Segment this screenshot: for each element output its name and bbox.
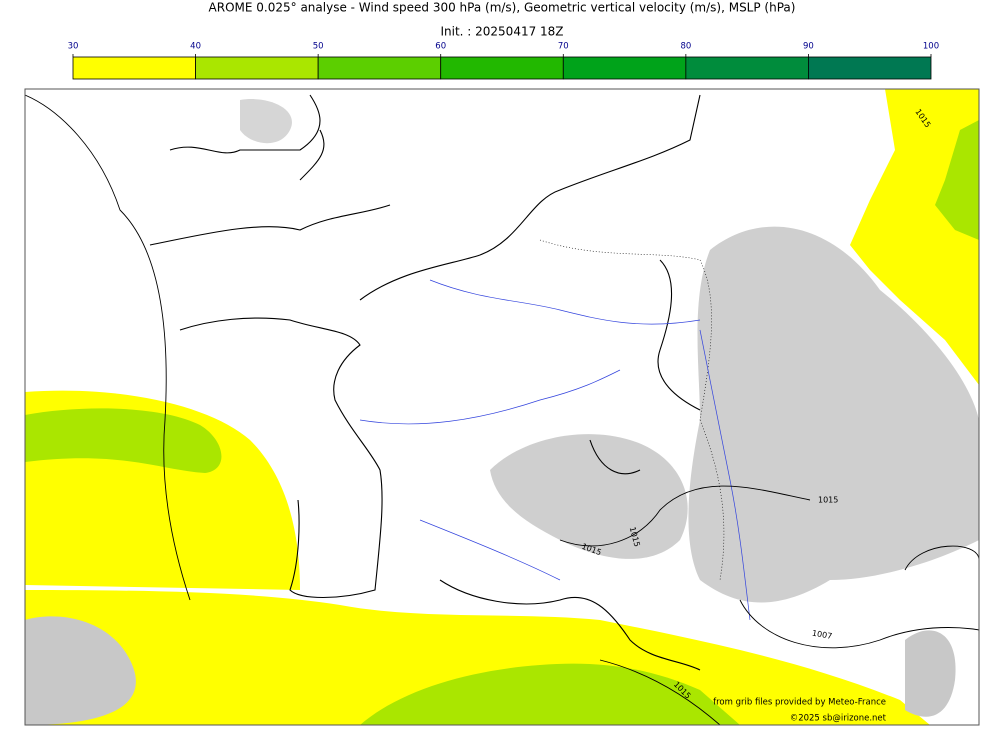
credit: from grib files provided by Meteo-France [713, 698, 886, 708]
isobar [25, 94, 191, 601]
wind-area [25, 408, 222, 473]
isobar [739, 599, 979, 649]
relief-contour [589, 259, 701, 475]
coastline [359, 94, 701, 301]
title: AROME 0.025° analyse - Wind speed 300 hP… [209, 1, 796, 15]
gray-area [490, 434, 688, 559]
colorbar-segment [195, 56, 319, 80]
colorbar-tick-label: 50 [313, 42, 324, 52]
isobar [904, 545, 979, 571]
river [429, 279, 701, 325]
colorbar-segment [72, 56, 196, 80]
colorbar-segment [685, 56, 809, 80]
border [539, 239, 725, 581]
colorbar-tick-label: 60 [435, 42, 446, 52]
wind-area [850, 89, 979, 385]
wind-area [935, 120, 979, 240]
coastline [149, 94, 391, 246]
colorbar-segment [440, 56, 564, 80]
isobar [559, 485, 811, 547]
map: 1015 1015 1015 1015 1007 1015 from grib … [24, 88, 980, 726]
wind-area [360, 663, 740, 725]
colorbar-tick-label: 90 [803, 42, 814, 52]
wind-area [25, 590, 930, 725]
credit: ©2025 sb@irizone.net [790, 714, 887, 724]
colorbar-tick-label: 40 [190, 42, 201, 52]
coastline [179, 317, 383, 599]
isobar-label: 1015 [818, 496, 838, 505]
colorbar-tick-label: 100 [923, 42, 939, 52]
isobar [599, 659, 721, 725]
init-time: Init. : 20250417 18Z [440, 25, 563, 39]
colorbar: 30 40 50 60 70 80 90 100 [68, 42, 939, 80]
gray-area [688, 226, 979, 603]
colorbar-segment [317, 56, 442, 80]
river [699, 329, 751, 621]
colorbar-segment [808, 56, 932, 80]
isobar-label: 1007 [811, 629, 833, 641]
gray-area [25, 616, 136, 725]
map-frame [24, 88, 980, 726]
gray-area [240, 99, 292, 144]
colorbar-tick-label: 80 [680, 42, 691, 52]
gray-area [905, 630, 956, 717]
colorbar-segment [562, 56, 687, 80]
river [419, 519, 561, 581]
colorbar-tick-label: 30 [68, 42, 79, 52]
coastline [439, 579, 701, 671]
river [359, 369, 621, 425]
colorbar-tick-label: 70 [558, 42, 569, 52]
